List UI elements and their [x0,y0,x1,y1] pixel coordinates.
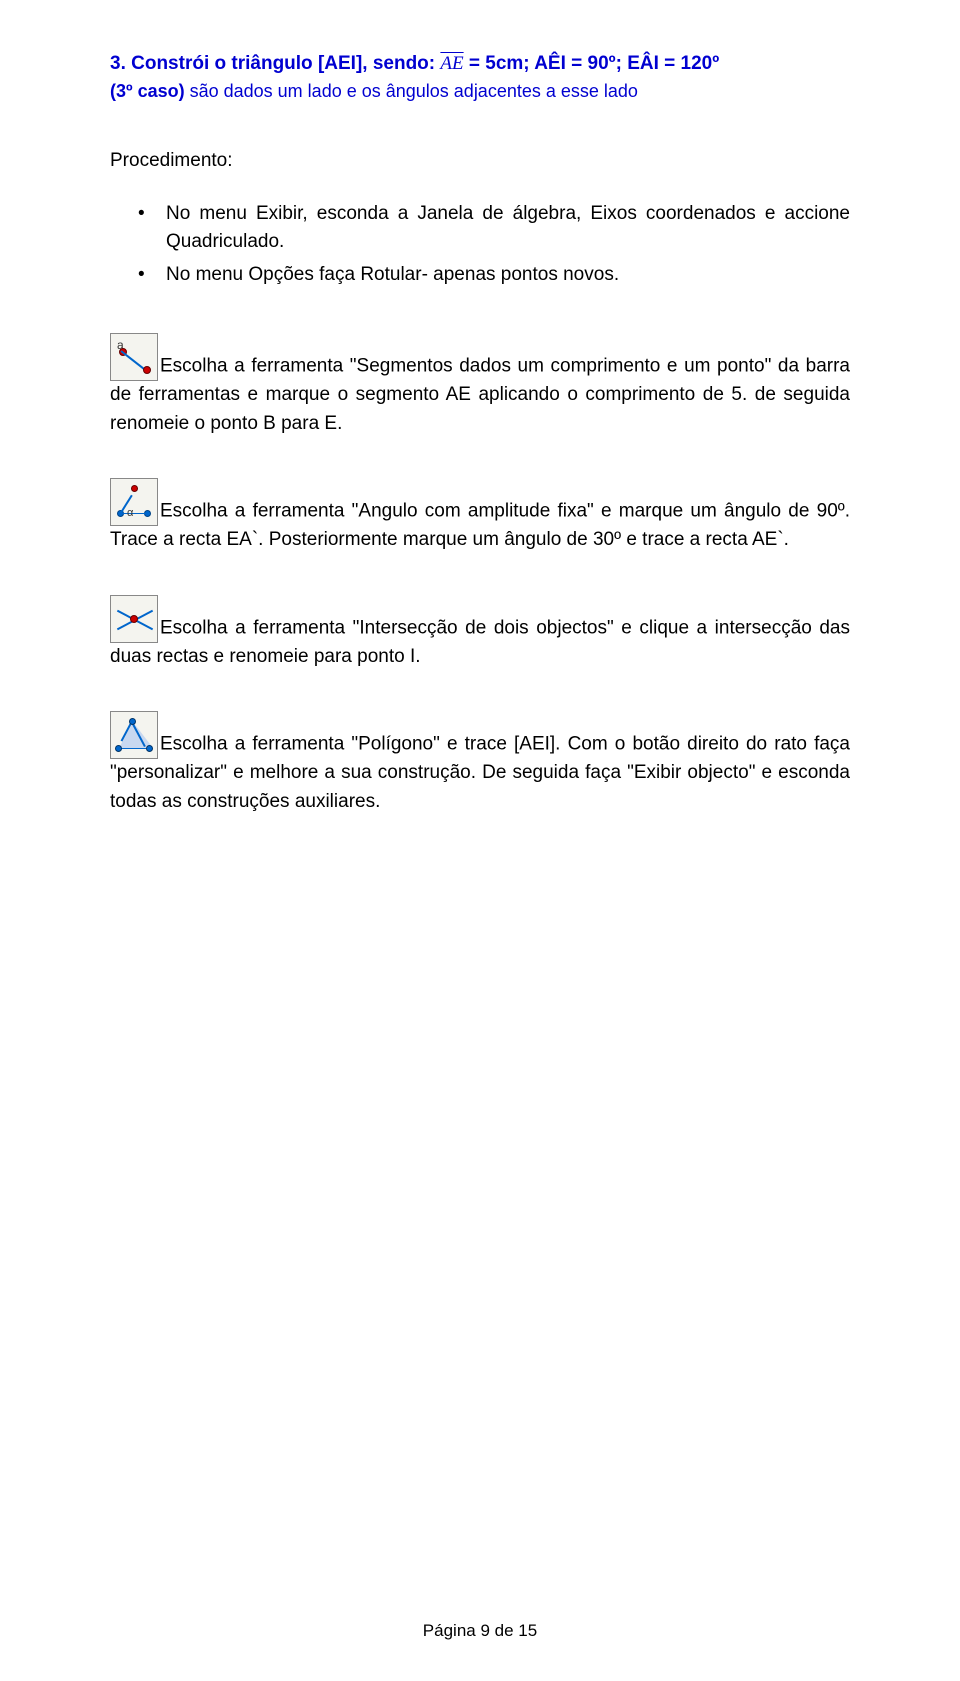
step-2: α Escolha a ferramenta "Angulo com ampli… [110,478,850,555]
polygon-tool-icon [110,711,158,759]
step-4-text: Escolha a ferramenta "Polígono" e trace … [110,734,850,812]
bullet-text: No menu Exibir, esconda a Janela de álge… [166,200,850,257]
title-prefix: 3. Constrói o triângulo [AEI], sendo: [110,53,440,74]
bullet-marker: • [138,261,166,290]
exercise-title: 3. Constrói o triângulo [AEI], sendo: AE… [110,50,850,79]
angle-tool-icon: α [110,478,158,526]
step-1: a Escolha a ferramenta "Segmentos dados … [110,333,850,438]
step-3-text: Escolha a ferramenta "Intersecção de doi… [110,617,850,667]
bullet-text: No menu Opções faça Rotular- apenas pont… [166,261,850,290]
step-4: Escolha a ferramenta "Polígono" e trace … [110,711,850,816]
title-measures: = 5cm; AÊI = 90º; EÂI = 120º [464,53,720,74]
step-1-text: Escolha a ferramenta "Segmentos dados um… [110,356,850,434]
segment-AE-symbol: AE [440,53,463,74]
page-footer: Página 9 de 15 [0,1621,960,1641]
exercise-subtitle: (3º caso) são dados um lado e os ângulos… [110,81,850,102]
subtitle-case: (3º caso) [110,81,190,101]
bullet-item: • No menu Exibir, esconda a Janela de ál… [110,200,850,257]
segment-tool-icon: a [110,333,158,381]
bullet-item: • No menu Opções faça Rotular- apenas po… [110,261,850,290]
subtitle-rest: são dados um lado e os ângulos adjacente… [190,81,638,101]
intersection-tool-icon [110,595,158,643]
step-2-text: Escolha a ferramenta "Angulo com amplitu… [110,501,850,551]
bullet-marker: • [138,200,166,229]
procedure-label: Procedimento: [110,150,850,172]
step-3: Escolha a ferramenta "Intersecção de doi… [110,595,850,672]
